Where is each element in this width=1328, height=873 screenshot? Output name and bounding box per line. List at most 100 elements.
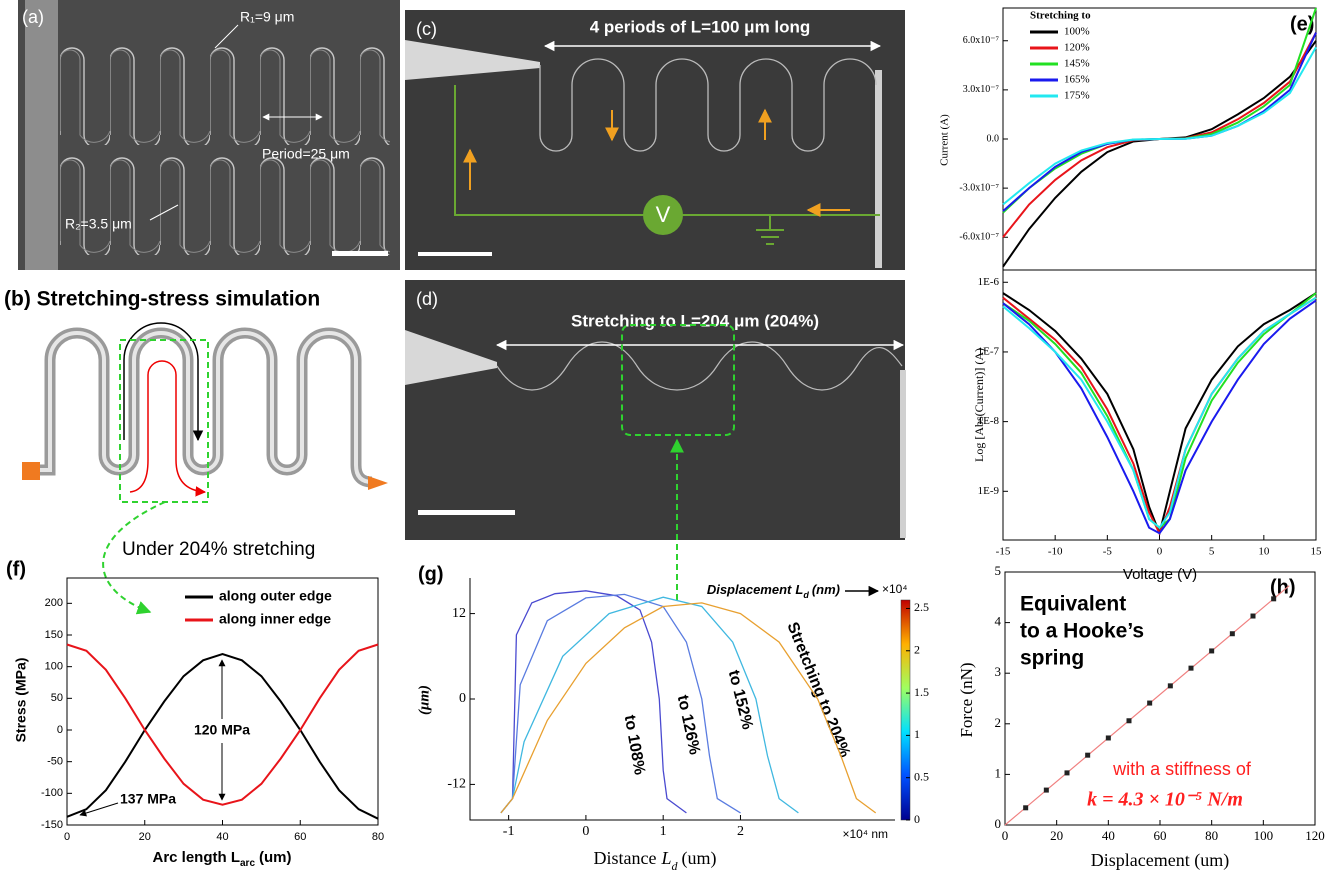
caption: Under 204% stretching (122, 539, 315, 560)
x-tick-label: -15 (996, 546, 1011, 558)
panel-label: (d) (416, 289, 438, 309)
point (1250, 613, 1256, 619)
plot-frame (1002, 269, 1317, 541)
x-tick-label: 0 (582, 824, 589, 839)
y-tick-label: 0 (57, 724, 63, 736)
annotation-arrow (79, 802, 119, 817)
voltmeter (643, 195, 683, 235)
x-tick-label: 80 (1205, 828, 1218, 843)
x-axis-label: Distance Ld (um) (594, 848, 717, 873)
panel-label: (h) (1270, 576, 1296, 598)
y-tick-label: 150 (45, 629, 63, 641)
panel-label: (a) (22, 7, 44, 27)
x-tick-label: 1 (660, 824, 667, 839)
y-tick-label: 2 (995, 715, 1002, 730)
y-tick-label: 0 (459, 691, 466, 706)
x-axis-multiplier: ×10⁴ nm (842, 827, 888, 841)
circuit (454, 85, 880, 216)
y-tick-label: 50 (51, 692, 63, 704)
panel-label: (g) (418, 563, 444, 585)
y-tick-label: 1E-8 (978, 415, 1000, 427)
series-line (1002, 7, 1317, 214)
scale-bar (418, 510, 515, 515)
probe (405, 330, 497, 385)
x-tick-label: 0 (64, 831, 70, 843)
x-tick-label: 40 (1102, 828, 1115, 843)
scale-bar (332, 251, 388, 256)
serpentine (60, 35, 390, 145)
annotation: R₁=9 μm (240, 9, 294, 25)
annotation: Period=25 μm (262, 146, 350, 162)
point (1023, 805, 1029, 811)
point (1043, 787, 1049, 793)
x-tick-label: 0 (1002, 828, 1009, 843)
panel-label: (f) (6, 558, 26, 580)
y-tick-label: 3.0x10⁻⁷ (963, 84, 1000, 95)
x-tick-label: 120 (1305, 828, 1325, 843)
serpentine-highlight (35, 331, 373, 484)
x-tick-label: -10 (1048, 546, 1063, 558)
x-tick-label: 2 (737, 824, 744, 839)
y-tick-label: 0 (995, 816, 1002, 831)
y-tick-label: 100 (45, 661, 63, 673)
legend-label: 145% (1064, 58, 1090, 70)
fit-line (1004, 585, 1290, 826)
electrode (900, 370, 906, 538)
ground (756, 215, 784, 245)
point (1147, 700, 1153, 706)
scale-bar (418, 252, 492, 256)
series-line (500, 602, 877, 814)
serpentine-model (35, 327, 373, 488)
curve-label: to 126% (674, 694, 703, 757)
electrode (25, 0, 58, 270)
annotation: spring (1020, 647, 1084, 670)
annotation: Stretching to L=204 μm (204%) (571, 311, 819, 330)
y-tick-label: -50 (47, 756, 63, 768)
pull-arrow (368, 476, 388, 490)
colorbar-tick-label: 1 (914, 727, 920, 741)
y-tick-label: 1E-7 (978, 345, 1000, 357)
point (1105, 735, 1111, 741)
y-tick-label: 1 (995, 765, 1002, 780)
point (1085, 752, 1091, 758)
annotation: R₂=3.5 μm (65, 216, 132, 232)
y-tick-label: 5 (995, 563, 1002, 578)
curve-label: Stretching to 204% (783, 620, 853, 760)
y-tick-label: 200 (45, 597, 63, 609)
series-line (500, 593, 741, 814)
x-tick-label: 60 (1154, 828, 1167, 843)
y-tick-label: 3 (995, 664, 1002, 679)
y-tick-label: 0.0 (987, 133, 1000, 144)
legend-label: 165% (1064, 74, 1090, 86)
x-axis-label: Displacement (um) (1091, 850, 1229, 871)
y-tick-label: 1E-6 (978, 276, 1000, 288)
annotation: k = 4.3 × 10⁻⁵ N/m (1087, 789, 1243, 811)
colorbar-tick-label: 2 (914, 643, 920, 657)
legend-label: 100% (1064, 26, 1090, 38)
pointer (214, 24, 239, 49)
y-tick-label: -12 (447, 777, 466, 792)
x-tick-label: 5 (1209, 546, 1215, 558)
pointer (149, 204, 179, 221)
point (1188, 665, 1194, 671)
x-tick-label: 100 (1254, 828, 1274, 843)
point (1209, 648, 1215, 654)
series-line (66, 652, 379, 820)
y-axis-label: Force (nN) (957, 662, 976, 737)
serpentine (60, 145, 390, 255)
link-arrow (102, 501, 166, 615)
x-tick-label: 0 (1157, 546, 1163, 558)
colorbar (900, 599, 911, 821)
x-tick-label: 10 (1258, 546, 1270, 558)
inner-edge (129, 360, 207, 497)
point (1229, 631, 1235, 637)
y-axis-label: Stress (MPa) (13, 658, 29, 743)
series-line (1002, 296, 1317, 530)
y-tick-label: 6.0x10⁻⁷ (963, 35, 1000, 46)
annotation: 4 periods of L=100 μm long (590, 17, 811, 36)
sem-image (405, 280, 905, 540)
wire (496, 341, 903, 391)
y-tick-label: -100 (41, 787, 63, 799)
colorbar-tick-label: 0.5 (914, 769, 929, 783)
